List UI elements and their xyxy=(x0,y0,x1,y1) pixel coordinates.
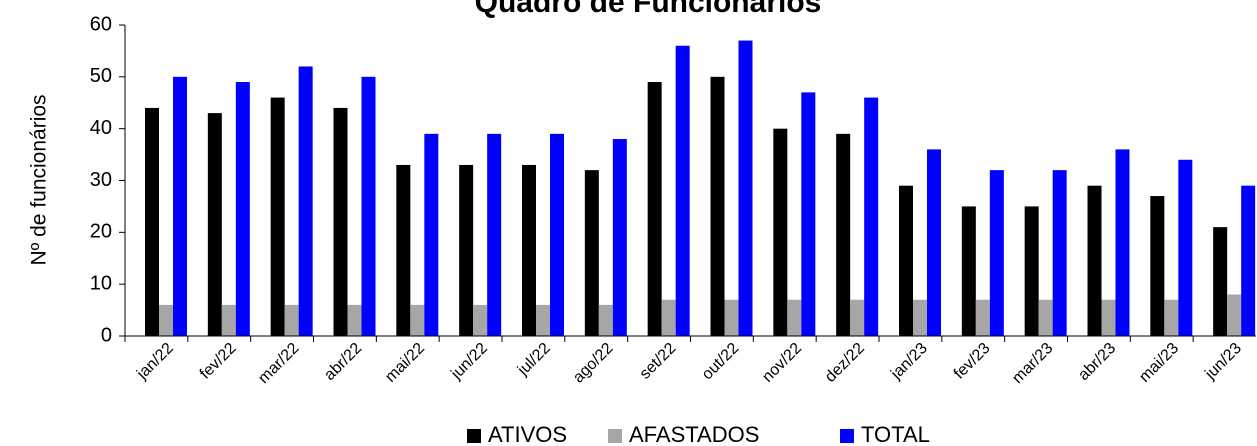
bar xyxy=(836,133,851,336)
bar xyxy=(1115,149,1130,336)
chart-title: Quadro de Funcionários xyxy=(475,0,822,19)
bar xyxy=(1164,299,1179,336)
bar xyxy=(284,304,299,336)
bar xyxy=(424,133,439,336)
bar xyxy=(221,304,236,336)
x-tick-label: mai/23 xyxy=(1136,340,1182,386)
bar xyxy=(961,206,976,336)
bar xyxy=(1038,299,1053,336)
x-tick-label: fev/22 xyxy=(197,340,240,383)
x-tick-label: ago/22 xyxy=(570,340,617,387)
legend-label: ATIVOS xyxy=(488,422,567,446)
bar xyxy=(647,82,662,337)
bar xyxy=(550,133,564,336)
x-tick-label: jun/23 xyxy=(1201,340,1245,384)
bar xyxy=(584,170,599,336)
y-tick-label: 10 xyxy=(90,272,112,294)
x-tick-label: mai/22 xyxy=(382,340,428,386)
bar xyxy=(1227,294,1242,336)
bar xyxy=(361,76,376,336)
y-axis-label: Nº de funcionários xyxy=(28,94,51,265)
bar xyxy=(773,128,788,336)
bar xyxy=(612,139,627,336)
bar xyxy=(173,76,187,336)
bar xyxy=(738,40,753,337)
x-tick-label: jan/22 xyxy=(133,340,177,384)
bar xyxy=(1213,227,1228,336)
x-tick-label: abr/23 xyxy=(1075,340,1119,384)
legend-label: TOTAL xyxy=(861,422,930,446)
bar xyxy=(235,82,250,337)
bar xyxy=(927,149,941,336)
bar xyxy=(270,97,285,336)
bar xyxy=(1241,185,1256,336)
x-tick-label: jun/22 xyxy=(447,340,491,384)
y-tick-label: 20 xyxy=(90,221,112,243)
bar xyxy=(975,299,990,336)
bar xyxy=(598,304,613,336)
bar xyxy=(724,299,739,336)
bar xyxy=(989,170,1004,336)
bar xyxy=(661,299,676,336)
y-tick-label: 40 xyxy=(90,117,112,139)
y-tick-label: 50 xyxy=(90,65,112,87)
bar xyxy=(1087,185,1102,336)
x-tick-label: out/22 xyxy=(699,340,743,384)
bar xyxy=(1150,196,1165,336)
legend-label: AFASTADOS xyxy=(629,422,759,446)
y-tick-label: 60 xyxy=(90,13,112,35)
x-tick-label: jul/22 xyxy=(514,340,554,380)
bar xyxy=(347,304,362,336)
legend-swatch xyxy=(608,429,622,443)
bar xyxy=(487,133,502,336)
bar xyxy=(787,299,802,336)
bar xyxy=(207,113,222,336)
bar xyxy=(522,164,536,336)
bar xyxy=(145,107,159,336)
bar xyxy=(1024,206,1039,336)
bar xyxy=(333,107,348,336)
y-tick-label: 0 xyxy=(101,324,112,346)
bar xyxy=(1178,159,1193,336)
legend-swatch xyxy=(840,429,854,443)
x-tick-label: mar/23 xyxy=(1009,340,1056,387)
x-tick-label: jan/23 xyxy=(887,340,931,384)
bar xyxy=(899,185,913,336)
x-tick-label: abr/22 xyxy=(321,340,365,384)
bar xyxy=(1052,170,1067,336)
bar xyxy=(459,164,474,336)
x-tick-label: nov/22 xyxy=(759,340,805,386)
bar xyxy=(536,304,550,336)
x-tick-label: mar/22 xyxy=(255,340,302,387)
bar xyxy=(298,66,313,336)
legend-swatch xyxy=(467,429,481,443)
x-tick-label: set/22 xyxy=(637,340,680,383)
bar xyxy=(159,304,173,336)
y-tick-label: 30 xyxy=(90,169,112,191)
bar xyxy=(675,45,690,336)
bar xyxy=(864,97,879,336)
bar xyxy=(913,299,927,336)
bar xyxy=(850,299,865,336)
bar xyxy=(1101,299,1116,336)
bar xyxy=(710,76,725,336)
x-tick-label: fev/23 xyxy=(951,340,994,383)
bar xyxy=(473,304,488,336)
bar xyxy=(410,304,425,336)
x-tick-label: dez/22 xyxy=(822,340,868,386)
bar xyxy=(396,164,411,336)
bar xyxy=(801,92,816,336)
